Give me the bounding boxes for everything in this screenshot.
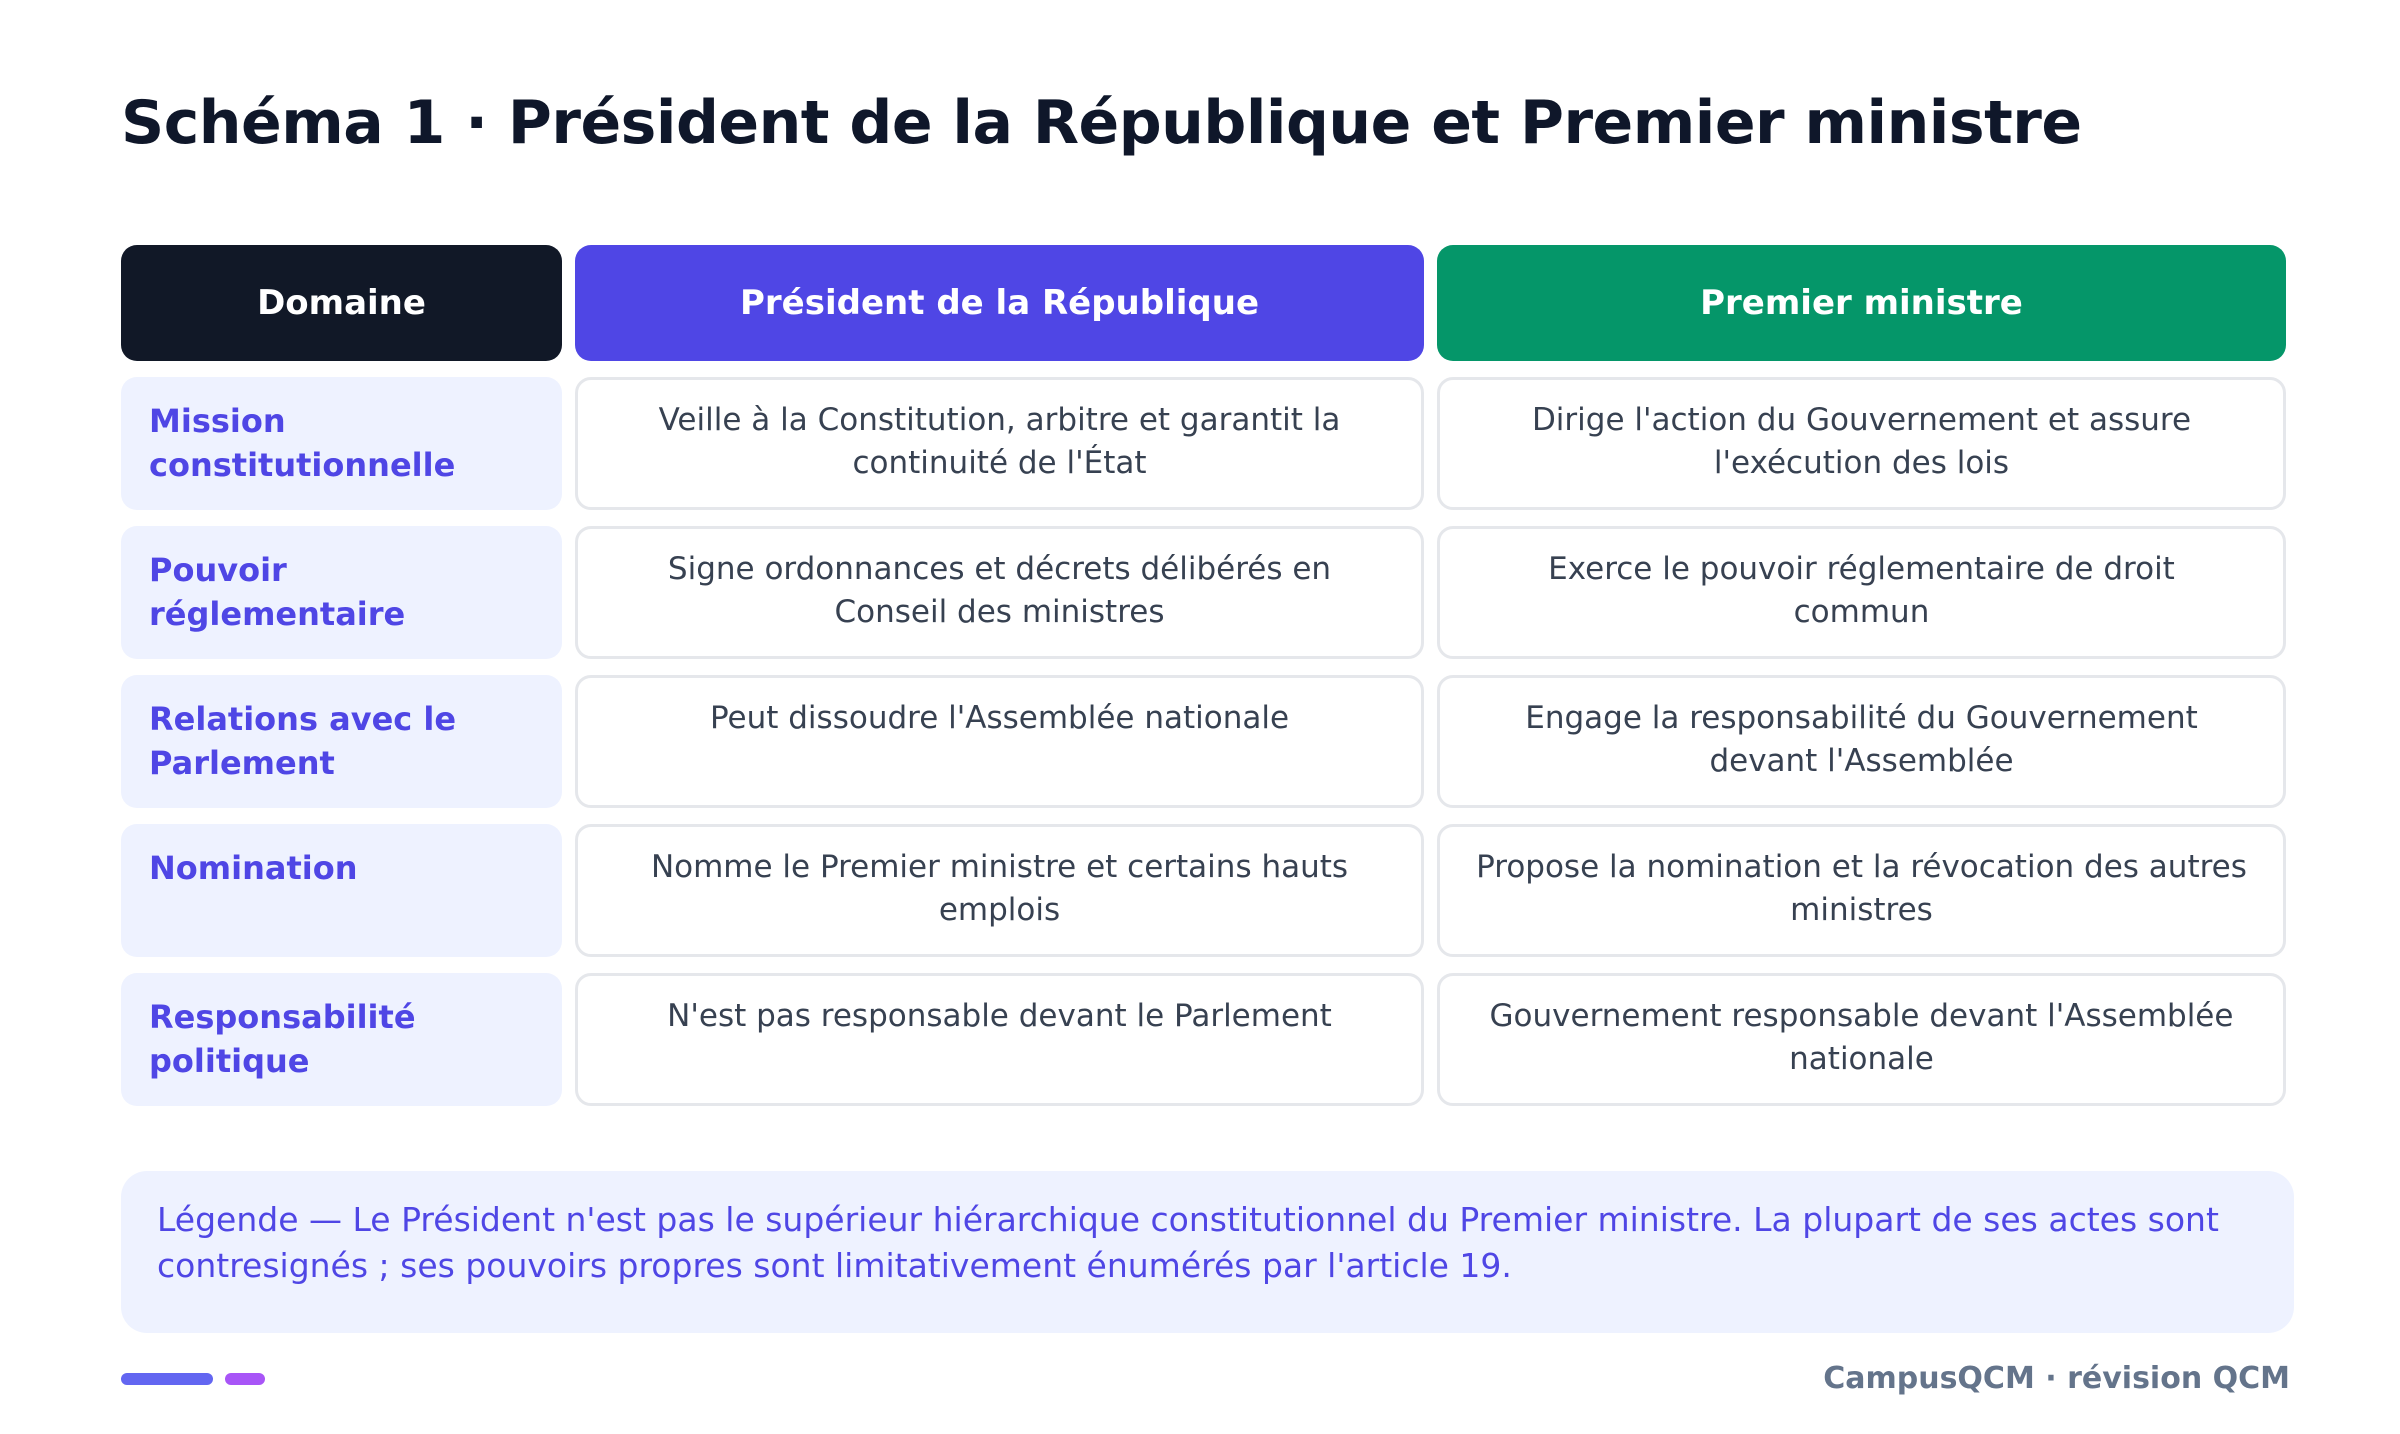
- row-domain: Nomination: [121, 824, 562, 957]
- row-president-cell: Veille à la Constitution, arbitre et gar…: [575, 377, 1424, 510]
- header-domain: Domaine: [121, 245, 562, 361]
- comparison-table: Domaine Président de la République Premi…: [121, 245, 2286, 1106]
- accent-bar-small: [225, 1373, 265, 1385]
- row-domain: Pouvoir réglementaire: [121, 526, 562, 659]
- row-president-cell: Nomme le Premier ministre et certains ha…: [575, 824, 1424, 957]
- row-pm-cell: Propose la nomination et la révocation d…: [1437, 824, 2286, 957]
- row-domain: Relations avec le Parlement: [121, 675, 562, 808]
- row-domain: Responsabilité politique: [121, 973, 562, 1106]
- row-president-cell: N'est pas responsable devant le Parlemen…: [575, 973, 1424, 1106]
- row-pm-cell: Dirige l'action du Gouvernement et assur…: [1437, 377, 2286, 510]
- footer-brand: CampusQCM · révision QCM: [1823, 1361, 2290, 1396]
- row-pm-cell: Gouvernement responsable devant l'Assemb…: [1437, 973, 2286, 1106]
- row-president-cell: Peut dissoudre l'Assemblée nationale: [575, 675, 1424, 808]
- legend-box: Légende — Le Président n'est pas le supé…: [121, 1171, 2294, 1333]
- row-president-cell: Signe ordonnances et décrets délibérés e…: [575, 526, 1424, 659]
- header-prime-minister: Premier ministre: [1437, 245, 2286, 361]
- page-title: Schéma 1 · Président de la République et…: [121, 88, 2082, 158]
- header-president: Président de la République: [575, 245, 1424, 361]
- row-pm-cell: Engage la responsabilité du Gouvernement…: [1437, 675, 2286, 808]
- row-domain: Mission constitutionnelle: [121, 377, 562, 510]
- accent-bar: [121, 1373, 213, 1385]
- row-pm-cell: Exerce le pouvoir réglementaire de droit…: [1437, 526, 2286, 659]
